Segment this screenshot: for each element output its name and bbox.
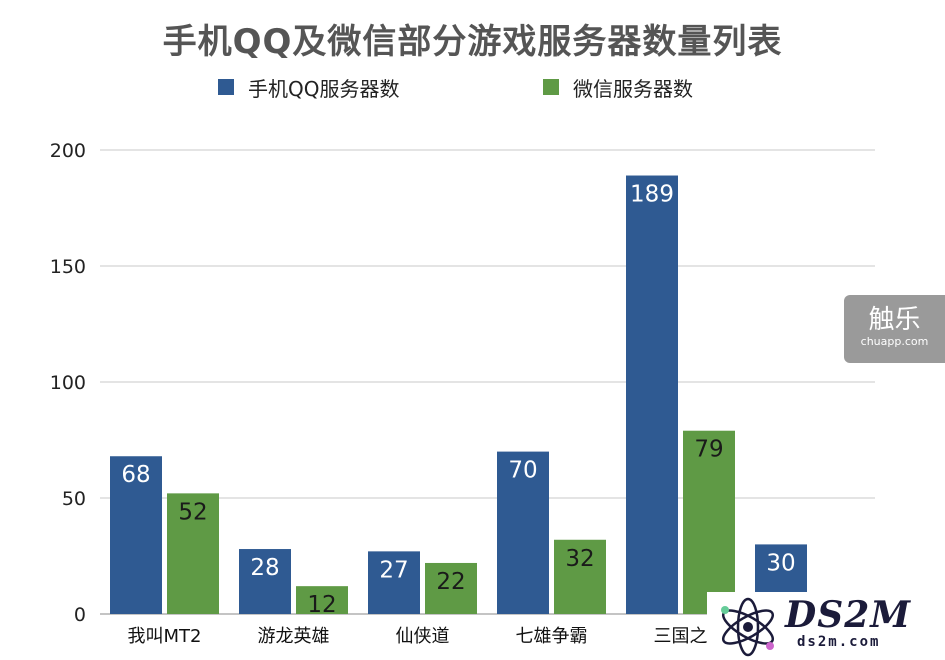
chuapp-watermark-url: chuapp.com [860, 335, 929, 348]
bar-value-label: 189 [630, 182, 674, 208]
bar [167, 493, 219, 614]
legend-swatch-wechat [543, 79, 559, 95]
x-tick-label: 三国之 [654, 626, 708, 647]
ds2m-watermark-text: DS2M [785, 594, 912, 636]
legend-swatch-qq [218, 79, 234, 95]
x-tick-label: 七雄争霸 [516, 626, 588, 647]
x-tick-label: 仙侠道 [396, 626, 450, 647]
bar [554, 539, 606, 614]
legend-label-wechat: 微信服务器数 [573, 76, 693, 101]
legend-item-qq: 手机QQ服务器数 [218, 74, 400, 101]
y-tick-label: 0 [74, 604, 86, 626]
ds2m-watermark-url: ds2m.com [797, 634, 881, 650]
bar [239, 549, 291, 614]
y-tick-label: 100 [50, 372, 86, 394]
chart-title: 手机QQ及微信部分游戏服务器数量列表 [162, 22, 783, 62]
bar [296, 586, 348, 614]
chuapp-watermark: 触乐 chuapp.com [844, 295, 945, 363]
bar [683, 430, 735, 614]
ds2m-watermark: DS2M ds2m.com [707, 592, 945, 660]
bar [425, 562, 477, 614]
bar-value-label: 27 [379, 557, 408, 583]
chuapp-watermark-text: 触乐 [868, 305, 921, 335]
bar-value-label: 12 [307, 592, 336, 618]
bar-value-label: 28 [250, 555, 279, 581]
bar-value-label: 68 [121, 462, 150, 488]
y-tick-label: 200 [50, 140, 86, 162]
y-tick-label: 150 [50, 256, 86, 278]
bar-value-label: 30 [766, 550, 795, 576]
bar-value-label: 22 [436, 569, 465, 595]
x-tick-label: 我叫MT2 [128, 626, 202, 647]
bar [368, 551, 420, 614]
bar-value-label: 70 [508, 458, 537, 484]
x-tick-label: 游龙英雄 [258, 626, 330, 647]
y-tick-label: 50 [62, 488, 86, 510]
bar [110, 456, 162, 614]
bar-value-label: 32 [565, 546, 594, 572]
bar-value-label: 79 [694, 437, 723, 463]
bar [626, 175, 678, 614]
legend-label-qq: 手机QQ服务器数 [248, 76, 400, 101]
bar-value-label: 52 [178, 499, 207, 525]
atom-logo-icon [721, 597, 775, 657]
bar [497, 451, 549, 614]
legend-item-wechat: 微信服务器数 [543, 74, 693, 101]
